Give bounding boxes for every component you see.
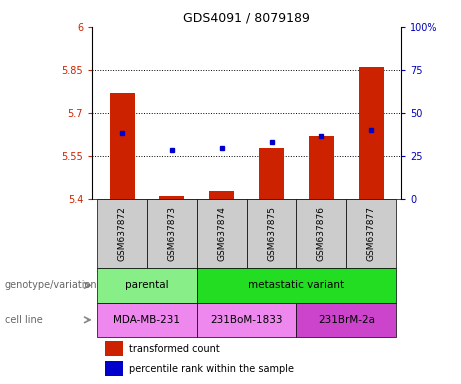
- Text: GSM637873: GSM637873: [167, 206, 177, 261]
- Bar: [110, 93, 135, 199]
- Bar: [197, 199, 247, 268]
- Bar: [160, 196, 184, 199]
- Bar: [259, 147, 284, 199]
- Text: percentile rank within the sample: percentile rank within the sample: [129, 364, 294, 374]
- Bar: [346, 199, 396, 268]
- Bar: [97, 303, 197, 337]
- Text: parental: parental: [125, 280, 169, 290]
- Bar: [359, 67, 384, 199]
- Bar: [309, 136, 334, 199]
- Text: 231BoM-1833: 231BoM-1833: [210, 315, 283, 325]
- Text: GSM637877: GSM637877: [366, 206, 376, 261]
- Text: genotype/variation: genotype/variation: [5, 280, 97, 290]
- Text: cell line: cell line: [5, 315, 42, 325]
- Text: MDA-MB-231: MDA-MB-231: [113, 315, 181, 325]
- Title: GDS4091 / 8079189: GDS4091 / 8079189: [183, 11, 310, 24]
- Bar: [105, 361, 123, 376]
- Text: GSM637876: GSM637876: [317, 206, 326, 261]
- Bar: [197, 303, 296, 337]
- Text: 231BrM-2a: 231BrM-2a: [318, 315, 375, 325]
- Bar: [147, 199, 197, 268]
- Text: transformed count: transformed count: [129, 344, 220, 354]
- Bar: [105, 341, 123, 356]
- Bar: [296, 199, 346, 268]
- Bar: [97, 268, 197, 303]
- Text: GSM637874: GSM637874: [217, 206, 226, 261]
- Bar: [296, 303, 396, 337]
- Bar: [197, 268, 396, 303]
- Bar: [209, 190, 234, 199]
- Bar: [247, 199, 296, 268]
- Text: GSM637872: GSM637872: [118, 206, 127, 261]
- Bar: [97, 199, 147, 268]
- Text: GSM637875: GSM637875: [267, 206, 276, 261]
- Text: metastatic variant: metastatic variant: [248, 280, 344, 290]
